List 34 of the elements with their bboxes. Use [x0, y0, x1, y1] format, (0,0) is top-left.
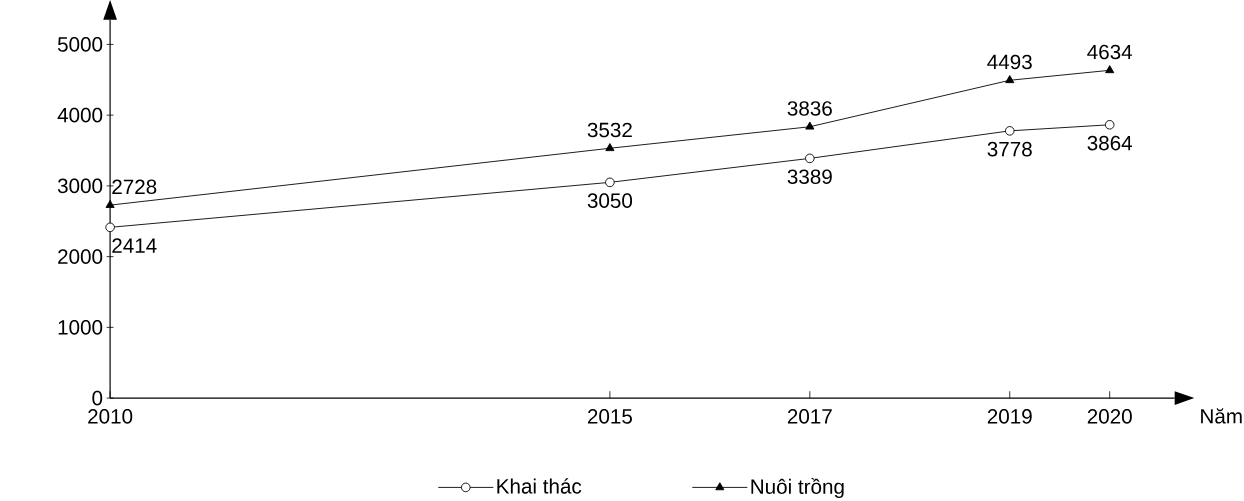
point — [605, 177, 615, 188]
y-tick-label: 0 — [92, 390, 103, 406]
point — [105, 200, 115, 209]
x-tick-label: 2017 — [787, 409, 832, 424]
point — [1005, 75, 1015, 84]
data-label: 3836 — [787, 101, 832, 116]
data-label: 3050 — [587, 193, 633, 209]
point — [1105, 65, 1115, 74]
data-label: 3864 — [1087, 135, 1133, 151]
data-label: 2414 — [112, 238, 157, 253]
x-tick-label: 2020 — [1087, 409, 1132, 424]
point — [1004, 126, 1015, 136]
x-axis-title: Năm — [1201, 408, 1242, 424]
x-tick-label: 2015 — [587, 409, 632, 424]
data-label: 4634 — [1087, 44, 1133, 60]
data-label: 2728 — [112, 179, 157, 195]
point — [805, 121, 815, 130]
y-tick-label: 4000 — [57, 107, 103, 123]
y-tick-label: 3000 — [57, 178, 103, 194]
legend-label: Nuôi trồng — [751, 478, 844, 499]
data-label: 3389 — [787, 169, 832, 185]
point — [605, 143, 615, 152]
data-label: 3532 — [587, 122, 632, 138]
point — [105, 222, 115, 233]
y-tick-label: 5000 — [57, 37, 103, 52]
legend-label: Khai thác — [497, 478, 582, 494]
point — [805, 153, 815, 164]
data-label: 3778 — [987, 141, 1032, 157]
data-label: 4493 — [987, 54, 1032, 70]
x-tick-label: 2010 — [88, 409, 133, 424]
x-tick-label: 2019 — [987, 409, 1032, 424]
y-tick-label: 1000 — [58, 320, 103, 335]
y-tick-label: 2000 — [58, 249, 103, 265]
point — [1104, 120, 1115, 130]
